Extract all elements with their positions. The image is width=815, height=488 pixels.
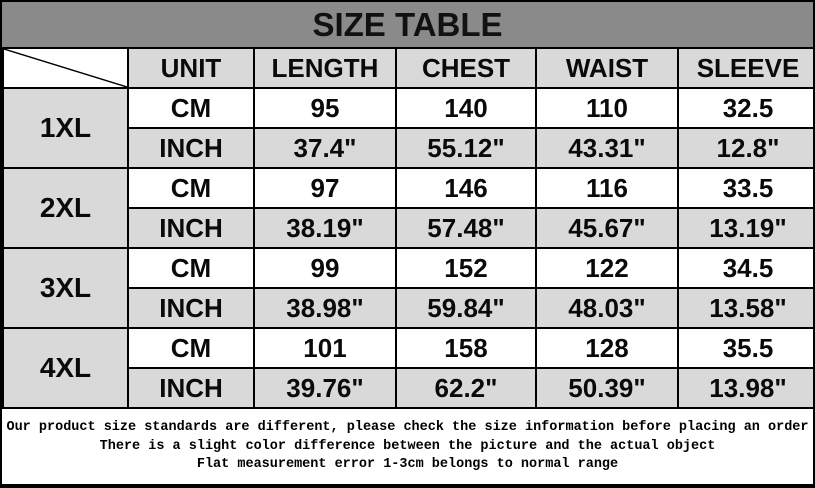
header-cell-waist: WAIST (535, 47, 679, 89)
table-row-1xl-inch: INCH 37.4" 55.12" 43.31" 12.8" (3, 127, 813, 169)
size-cell-2xl: 2XL (2, 167, 129, 249)
size-cell-1xl: 1XL (2, 87, 129, 169)
value-cell: 158 (395, 327, 537, 369)
size-cell-4xl: 4XL (2, 327, 129, 409)
table-row-3xl-cm: 3XL CM 99 152 122 34.5 (2, 247, 813, 329)
unit-cell: INCH (127, 127, 255, 169)
page-title: SIZE TABLE (2, 2, 813, 47)
header-cell-chest: CHEST (395, 47, 537, 89)
table-row-3xl-inch: INCH 38.98" 59.84" 48.03" 13.58" (3, 287, 813, 329)
table-row-4xl-inch: INCH 39.76" 62.2" 50.39" 13.98" (3, 367, 813, 409)
size-table: UNIT LENGTH CHEST WAIST SLEEVE 1XL CM 95… (2, 47, 813, 409)
table-row-2xl-inch: INCH 38.19" 57.48" 45.67" 13.19" (3, 207, 813, 249)
value-cell: 146 (395, 167, 537, 209)
value-cell: 33.5 (677, 167, 813, 209)
table-row-1xl-cm: 1XL CM 95 140 110 32.5 (2, 87, 813, 169)
value-cell: 116 (535, 167, 679, 209)
unit-cell: INCH (127, 367, 255, 409)
header-cell-length: LENGTH (253, 47, 397, 89)
table-row-4xl-cm: 4XL CM 101 158 128 35.5 (2, 327, 813, 409)
value-cell: 110 (535, 87, 679, 129)
value-cell: 13.98" (677, 367, 813, 409)
value-cell: 37.4" (253, 127, 397, 169)
value-cell: 34.5 (677, 247, 813, 289)
value-cell: 43.31" (535, 127, 679, 169)
value-cell: 38.19" (253, 207, 397, 249)
footer-notes: Our product size standards are different… (2, 409, 813, 484)
unit-cell: INCH (127, 207, 255, 249)
value-cell: 12.8" (677, 127, 813, 169)
unit-cell: CM (127, 167, 255, 209)
header-cell-unit: UNIT (127, 47, 255, 89)
value-cell: 59.84" (395, 287, 537, 329)
footer-note-line: Flat measurement error 1-3cm belongs to … (196, 457, 619, 473)
value-cell: 122 (535, 247, 679, 289)
value-cell: 48.03" (535, 287, 679, 329)
unit-cell: CM (127, 247, 255, 289)
value-cell: 35.5 (677, 327, 813, 369)
value-cell: 152 (395, 247, 537, 289)
value-cell: 128 (535, 327, 679, 369)
value-cell: 57.48" (395, 207, 537, 249)
value-cell: 45.67" (535, 207, 679, 249)
header-row: UNIT LENGTH CHEST WAIST SLEEVE (2, 47, 813, 89)
value-cell: 95 (253, 87, 397, 129)
diagonal-corner-cell (2, 47, 129, 89)
value-cell: 62.2" (395, 367, 537, 409)
value-cell: 39.76" (253, 367, 397, 409)
value-cell: 38.98" (253, 287, 397, 329)
header-cell-sleeve: SLEEVE (677, 47, 813, 89)
unit-cell: CM (127, 87, 255, 129)
value-cell: 97 (253, 167, 397, 209)
value-cell: 50.39" (535, 367, 679, 409)
value-cell: 13.19" (677, 207, 813, 249)
size-cell-3xl: 3XL (2, 247, 129, 329)
value-cell: 55.12" (395, 127, 537, 169)
value-cell: 13.58" (677, 287, 813, 329)
value-cell: 101 (253, 327, 397, 369)
table-row-2xl-cm: 2XL CM 97 146 116 33.5 (2, 167, 813, 249)
value-cell: 32.5 (677, 87, 813, 129)
footer-note-line: There is a slight color difference betwe… (99, 438, 716, 454)
unit-cell: CM (127, 327, 255, 369)
value-cell: 99 (253, 247, 397, 289)
value-cell: 140 (395, 87, 537, 129)
diagonal-line (4, 49, 127, 87)
footer-note-line: Our product size standards are different… (6, 419, 809, 435)
unit-cell: INCH (127, 287, 255, 329)
